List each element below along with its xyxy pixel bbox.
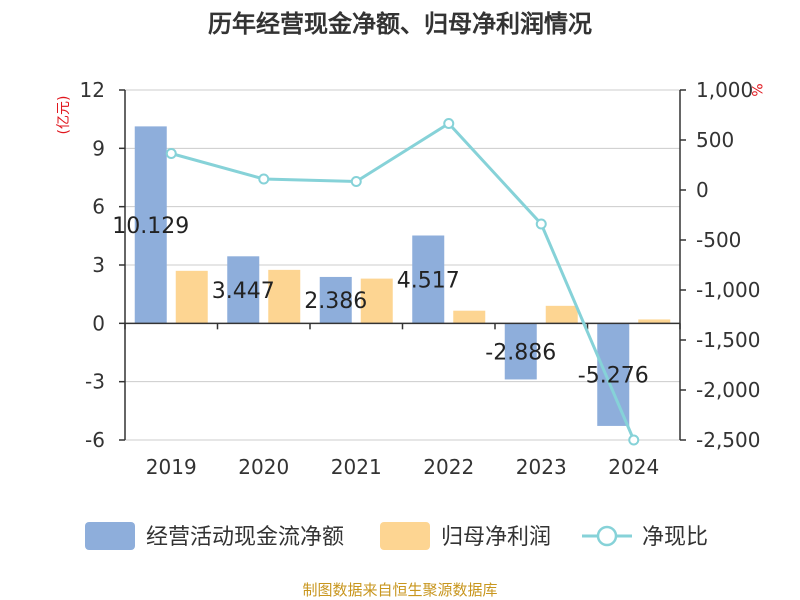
x-axis-label: 2023 (516, 455, 567, 479)
source-note: 制图数据来自恒生聚源数据库 (302, 581, 497, 599)
ratio-line (170, 121, 636, 441)
right-tick-label: 1,000 (696, 78, 753, 102)
right-tick-label: -2,500 (696, 428, 760, 452)
ratio-point (165, 148, 177, 159)
right-tick-label: 500 (696, 128, 734, 152)
ratio-point (258, 173, 270, 185)
legend-swatch-ratio-marker (596, 525, 618, 547)
cash-flow-bar (597, 323, 630, 426)
ratio-point (350, 176, 362, 187)
cash-flow-data-label: 3.447 (212, 279, 275, 304)
legend-swatch-net-profit (380, 522, 430, 550)
legend-label-ratio: 净现比 (642, 525, 708, 550)
cash-flow-data-label: 4.517 (397, 268, 460, 293)
net-profit-bar (268, 269, 301, 324)
right-axis-unit: % (748, 83, 764, 96)
cash-flow-data-label: -2.886 (485, 340, 556, 365)
left-axis-unit: (亿元) (56, 96, 72, 135)
cash-flow-bar (134, 126, 167, 324)
cash-flow-data-label: -5.276 (578, 364, 649, 389)
cash-flow-bar (227, 256, 260, 324)
x-axis-label: 2019 (146, 455, 197, 479)
cash-flow-bar (319, 276, 352, 324)
left-tick-label: 9 (92, 136, 105, 160)
ratio-point (443, 118, 455, 129)
left-tick-label: -6 (85, 428, 105, 452)
left-tick-label: 6 (92, 195, 105, 219)
x-axis-label: 2024 (608, 455, 659, 479)
left-axis-ticks: -6 -3 0 3 6 9 12 (80, 78, 125, 452)
left-tick-label: 12 (80, 78, 105, 102)
left-tick-label: 3 (92, 253, 105, 277)
left-tick-label: 0 (92, 311, 105, 335)
net-profit-bar (175, 270, 208, 324)
right-tick-label: -1,000 (696, 278, 760, 302)
right-tick-label: 0 (696, 178, 709, 202)
data-labels: 10.129 3.447 2.386 4.517 -2.886 -5.276 (112, 214, 648, 389)
cash-flow-data-label: 10.129 (112, 214, 189, 239)
bars (134, 126, 671, 426)
cash-flow-bar (504, 323, 537, 380)
cash-flow-bar (412, 235, 445, 324)
right-tick-label: -2,000 (696, 378, 760, 402)
x-axis-labels: 2019 2020 2021 2022 2023 2024 (146, 455, 659, 479)
x-axis-label: 2022 (423, 455, 474, 479)
left-tick-label: -3 (85, 370, 105, 394)
ratio-line-series (165, 118, 640, 446)
right-axis-ticks: -2,500 -2,000 -1,500 -1,000 -500 0 500 1,000 (680, 78, 760, 452)
ratio-point (535, 218, 547, 230)
right-tick-label: -1,500 (696, 328, 760, 352)
legend-label-cash-flow: 经营活动现金流净额 (146, 525, 344, 550)
net-profit-bar (453, 310, 486, 324)
cash-flow-data-label: 2.386 (304, 289, 367, 314)
right-tick-label: -500 (696, 228, 741, 252)
x-axis-label: 2021 (331, 455, 382, 479)
legend-swatch-cash-flow (85, 522, 135, 550)
net-profit-bar (545, 305, 578, 324)
chart-title: 历年经营现金净额、归母净利润情况 (208, 10, 592, 38)
net-profit-bar (360, 278, 393, 324)
net-profit-bar (638, 319, 671, 324)
x-axis-label: 2020 (238, 455, 289, 479)
ratio-point (628, 434, 640, 446)
legend: 经营活动现金流净额 归母净利润 净现比 (85, 522, 708, 550)
legend-label-net-profit: 归母净利润 (441, 525, 551, 550)
